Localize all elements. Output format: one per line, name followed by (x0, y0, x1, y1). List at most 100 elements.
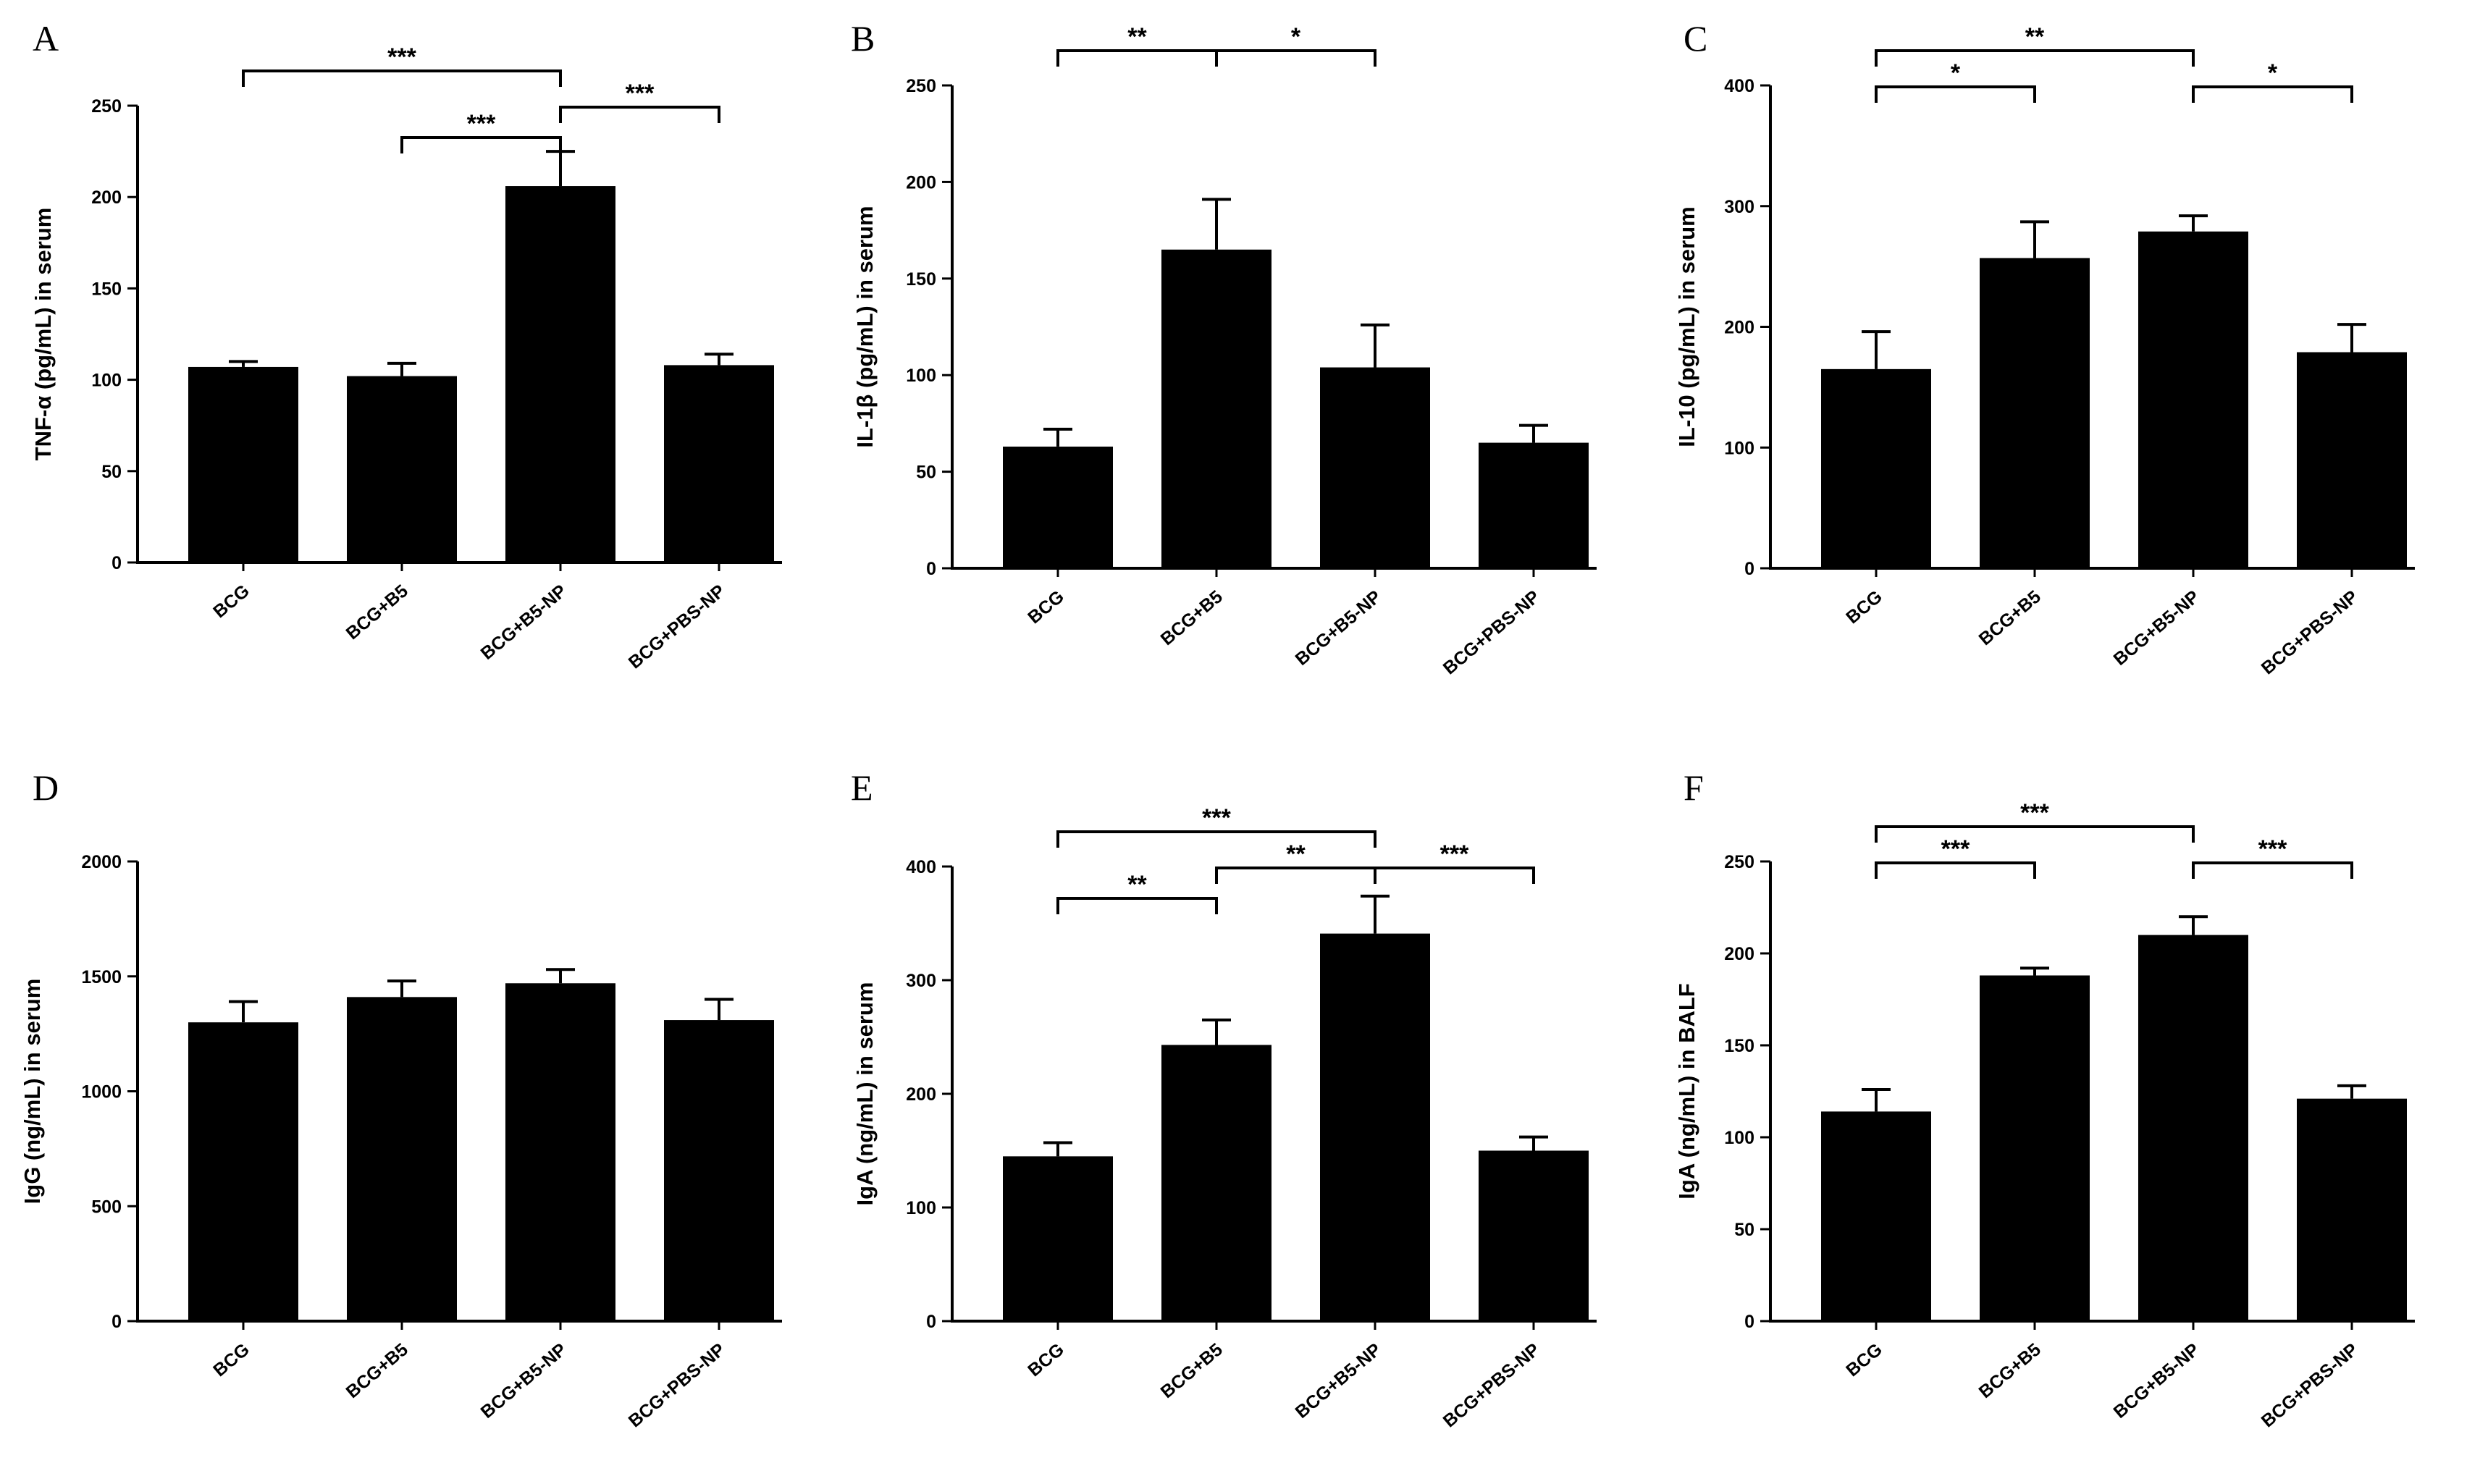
significance-label: *** (1202, 804, 1231, 832)
y-axis-label: IL-1β (pg/mL) in serum (852, 206, 878, 447)
significance-bracket (1215, 867, 1376, 884)
significance-label: ** (1127, 23, 1147, 51)
y-axis-label: IL-10 (pg/mL) in serum (1674, 206, 1699, 447)
bar-bcg-plus-b5-np (1320, 933, 1430, 1321)
panel-letter: C (1684, 18, 1707, 59)
category-label: BCG+B5-NP (1292, 586, 1385, 670)
bar-bcg (188, 1022, 298, 1321)
category-label: BCG (1842, 586, 1886, 628)
significance-bracket (400, 136, 562, 153)
category-label: BCG+PBS-NP (625, 581, 729, 673)
panel-letter: F (1684, 767, 1704, 808)
y-tick-label: 150 (1724, 1036, 1754, 1056)
bar-bcg (188, 366, 298, 562)
y-tick-label: 50 (916, 463, 936, 483)
category-label: BCG+B5 (1975, 1339, 2045, 1402)
panel-letter: E (851, 767, 873, 808)
significance-label: *** (2020, 799, 2049, 827)
panel-f: F 0 50 100 150 200 250 IgA (ng/mL) in BALF BCG BC… (1674, 767, 2415, 1431)
bar-bcg-plus-b5 (347, 997, 457, 1321)
y-tick-label: 200 (906, 172, 936, 193)
bar-bcg-plus-pbs-np (1479, 1150, 1589, 1321)
significance-bracket (1056, 830, 1376, 848)
significance-bracket (242, 69, 562, 87)
y-tick-label: 250 (1724, 852, 1754, 872)
category-label: BCG+PBS-NP (1439, 1339, 1544, 1431)
bar-bcg-plus-pbs-np (1479, 442, 1589, 568)
y-tick-label: 100 (91, 371, 122, 391)
significance-label: *** (387, 43, 416, 71)
category-label: BCG (1842, 1339, 1886, 1380)
significance-label: ** (1127, 871, 1147, 898)
y-axis-label: TNF-α (pg/mL) in serum (30, 208, 56, 461)
y-tick-label: 50 (1734, 1220, 1754, 1240)
bar-bcg (1003, 1156, 1113, 1321)
y-tick-label: 0 (926, 559, 936, 579)
y-tick-label: 2000 (81, 852, 122, 872)
y-tick-label: 1500 (81, 967, 122, 987)
bar-bcg-plus-b5-np (2138, 231, 2248, 568)
panel-letter: B (851, 18, 875, 59)
significance-bracket (1875, 85, 2036, 103)
category-label: BCG+B5-NP (477, 581, 571, 664)
category-label: BCG (1024, 1339, 1068, 1380)
bar-bcg-plus-b5-np (2138, 935, 2248, 1321)
significance-bracket (1374, 867, 1535, 884)
category-label: BCG+B5-NP (477, 1339, 571, 1422)
y-tick-label: 200 (1724, 318, 1754, 338)
significance-bracket (2192, 85, 2353, 103)
panel-e: E 0 100 200 300 400 IgA (ng/mL) in serum BCG BCG… (851, 767, 1597, 1431)
y-tick-label: 200 (91, 187, 122, 208)
y-tick-label: 500 (91, 1197, 122, 1217)
y-tick-label: 1000 (81, 1082, 122, 1103)
significance-label: ** (1286, 840, 1306, 868)
significance-bracket (2192, 861, 2353, 879)
category-label: BCG+PBS-NP (2258, 1339, 2362, 1431)
bar-bcg-plus-b5 (1980, 258, 2090, 568)
bar-bcg-plus-b5 (1161, 249, 1271, 568)
category-label: BCG+B5 (342, 581, 412, 644)
panel-b: B 0 50 100 150 200 250 IL-1β (pg/mL) in serum BC… (851, 18, 1597, 678)
category-label: BCG (209, 581, 253, 622)
significance-label: *** (1941, 835, 1970, 863)
bar-bcg-plus-b5-np (505, 983, 615, 1321)
category-label: BCG+B5-NP (2110, 586, 2203, 670)
bar-bcg-plus-b5 (1980, 975, 2090, 1321)
category-label: BCG+PBS-NP (1439, 586, 1544, 678)
bar-bcg (1003, 446, 1113, 568)
y-tick-label: 300 (906, 971, 936, 991)
panel-letter: A (33, 18, 59, 59)
bar-bcg-plus-b5 (347, 376, 457, 562)
y-tick-label: 100 (906, 366, 936, 386)
category-label: BCG+B5-NP (2110, 1339, 2203, 1422)
y-tick-label: 0 (112, 1312, 122, 1332)
y-tick-label: 150 (91, 279, 122, 299)
y-tick-label: 100 (1724, 438, 1754, 458)
bar-bcg-plus-pbs-np (664, 365, 774, 562)
y-axis-label: IgA (ng/mL) in BALF (1674, 983, 1699, 1199)
significance-bracket (1875, 861, 2036, 879)
significance-bracket (1215, 49, 1376, 67)
significance-bracket (1056, 49, 1218, 67)
bar-bcg-plus-b5-np (505, 186, 615, 562)
panel-c: C 0 100 200 300 400 IL-10 (pg/mL) in serum BCG B… (1674, 18, 2415, 678)
significance-label: *** (467, 110, 496, 138)
y-tick-label: 200 (906, 1084, 936, 1105)
y-axis-label: IgA (ng/mL) in serum (852, 982, 878, 1206)
category-label: BCG+PBS-NP (625, 1339, 729, 1431)
significance-bracket (1056, 897, 1218, 914)
y-axis-label: IgG (ng/mL) in serum (20, 979, 45, 1205)
significance-label: *** (626, 80, 655, 107)
panel-letter: D (33, 767, 59, 808)
bar-bcg-plus-b5 (1161, 1045, 1271, 1321)
panel-a: A 0 50 100 150 200 250 TNF-α (pg/mL) in serum BC… (30, 18, 782, 673)
bar-bcg (1821, 1111, 1931, 1321)
category-label: BCG+B5-NP (1292, 1339, 1385, 1422)
significance-label: * (1291, 23, 1301, 51)
y-tick-label: 400 (906, 857, 936, 877)
category-label: BCG+B5 (1975, 586, 2045, 649)
y-tick-label: 0 (1744, 559, 1754, 579)
category-label: BCG+B5 (1157, 1339, 1227, 1402)
bar-bcg (1821, 368, 1931, 568)
